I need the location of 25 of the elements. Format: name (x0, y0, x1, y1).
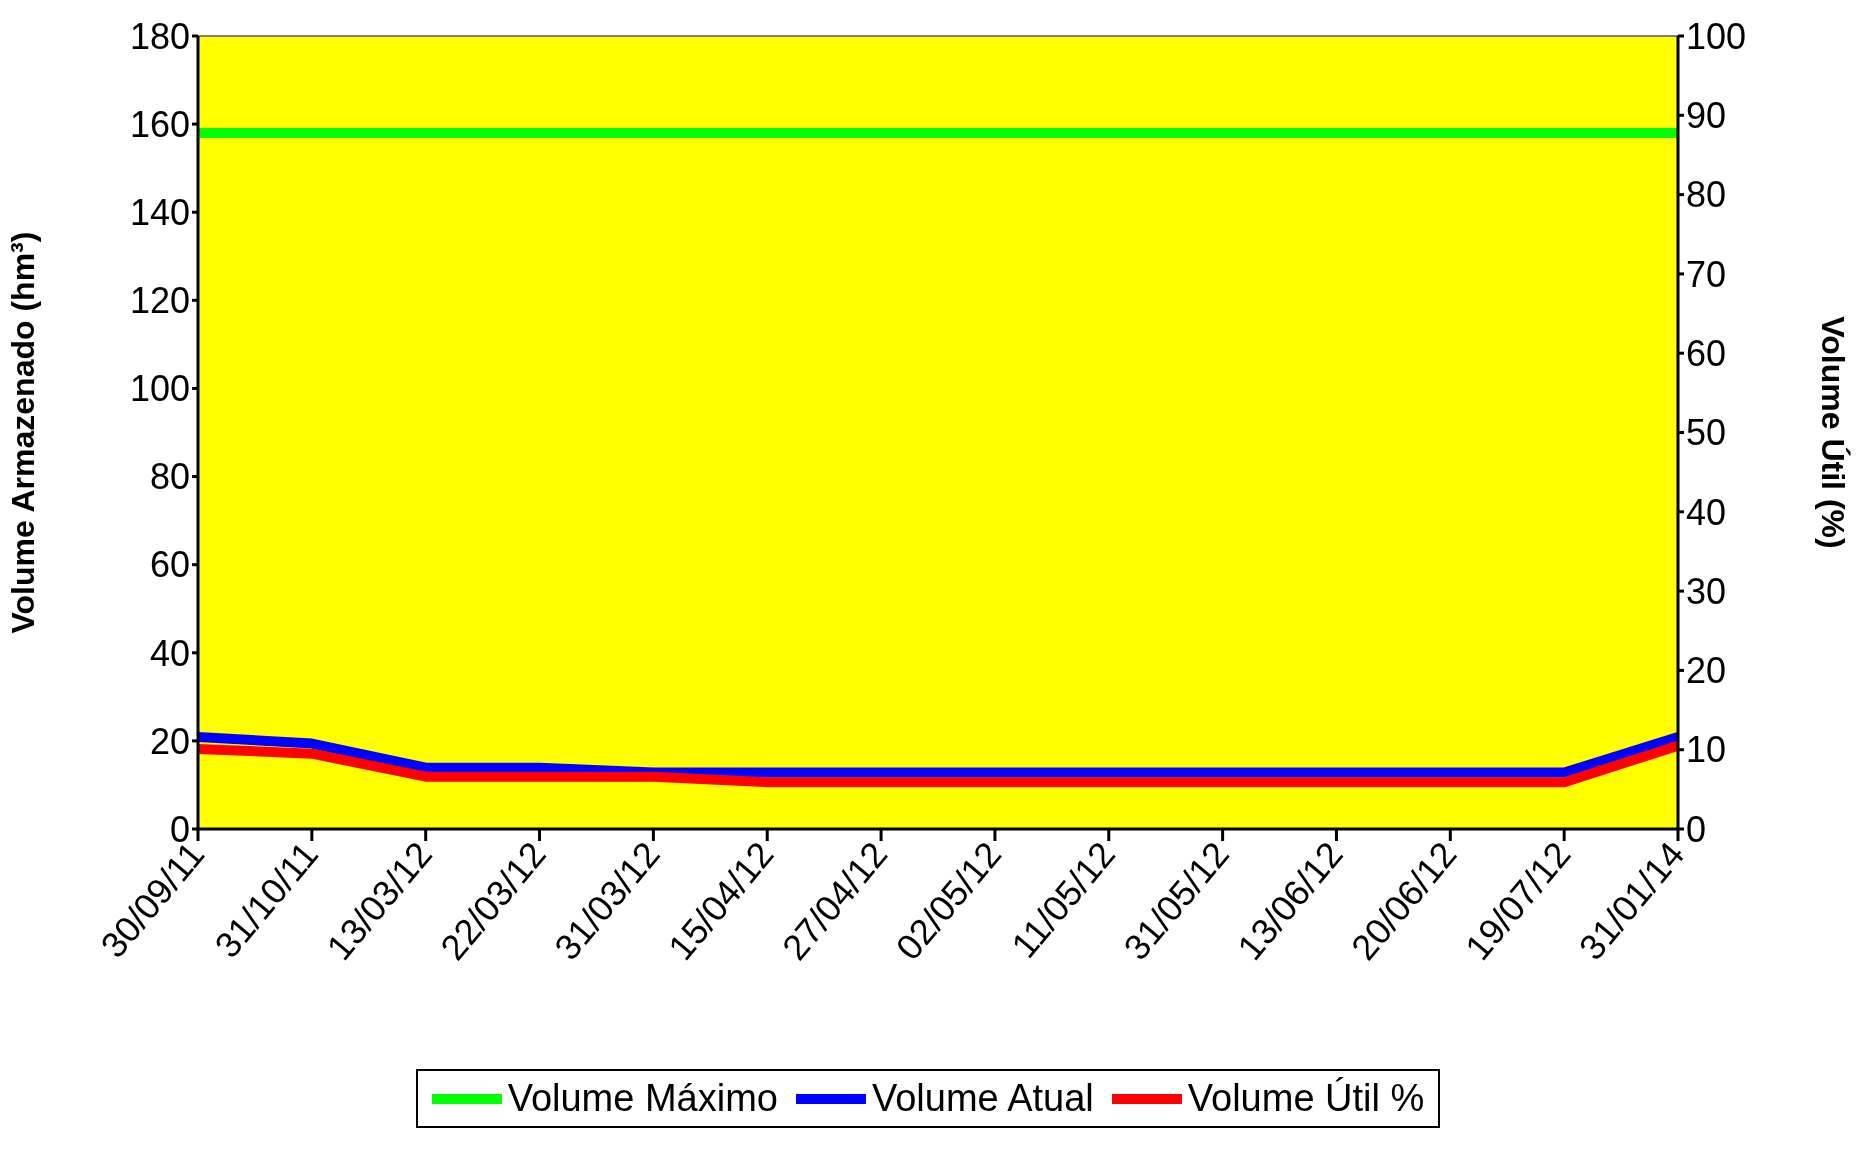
y2-tick-label: 20 (1686, 650, 1727, 692)
y-tick-label: 60 (149, 544, 190, 586)
y2-tick-label: 70 (1686, 253, 1727, 295)
y-tick-label: 140 (129, 192, 190, 233)
y2-tick-label: 100 (1686, 15, 1747, 57)
y2-tick-label: 90 (1686, 95, 1727, 137)
y2-tick-label: 0 (1686, 808, 1707, 850)
legend-label: Volume Atual (870, 1077, 1094, 1120)
y-tick-label: 120 (129, 280, 190, 322)
y2-tick-label: 60 (1686, 332, 1727, 374)
y-axis-title: Volume Armazenado (hm³) (5, 231, 42, 634)
legend-label: Volume Útil % (1186, 1077, 1425, 1120)
y2-tick-label: 10 (1686, 729, 1727, 771)
y2-tick-label: 30 (1686, 570, 1727, 612)
y-tick-label: 40 (149, 632, 190, 674)
y2-tick-label: 40 (1686, 491, 1727, 533)
y-tick-label: 20 (149, 720, 190, 762)
y-tick-label: 180 (129, 15, 190, 57)
y2-axis-title: Volume Útil (%) (1814, 316, 1851, 549)
legend-label: Volume Máximo (506, 1077, 778, 1120)
y2-tick-label: 50 (1686, 412, 1727, 454)
y-tick-label: 100 (129, 368, 190, 410)
y-tick-label: 160 (129, 103, 190, 145)
y2-tick-label: 80 (1686, 174, 1727, 216)
y-tick-label: 80 (149, 456, 190, 498)
